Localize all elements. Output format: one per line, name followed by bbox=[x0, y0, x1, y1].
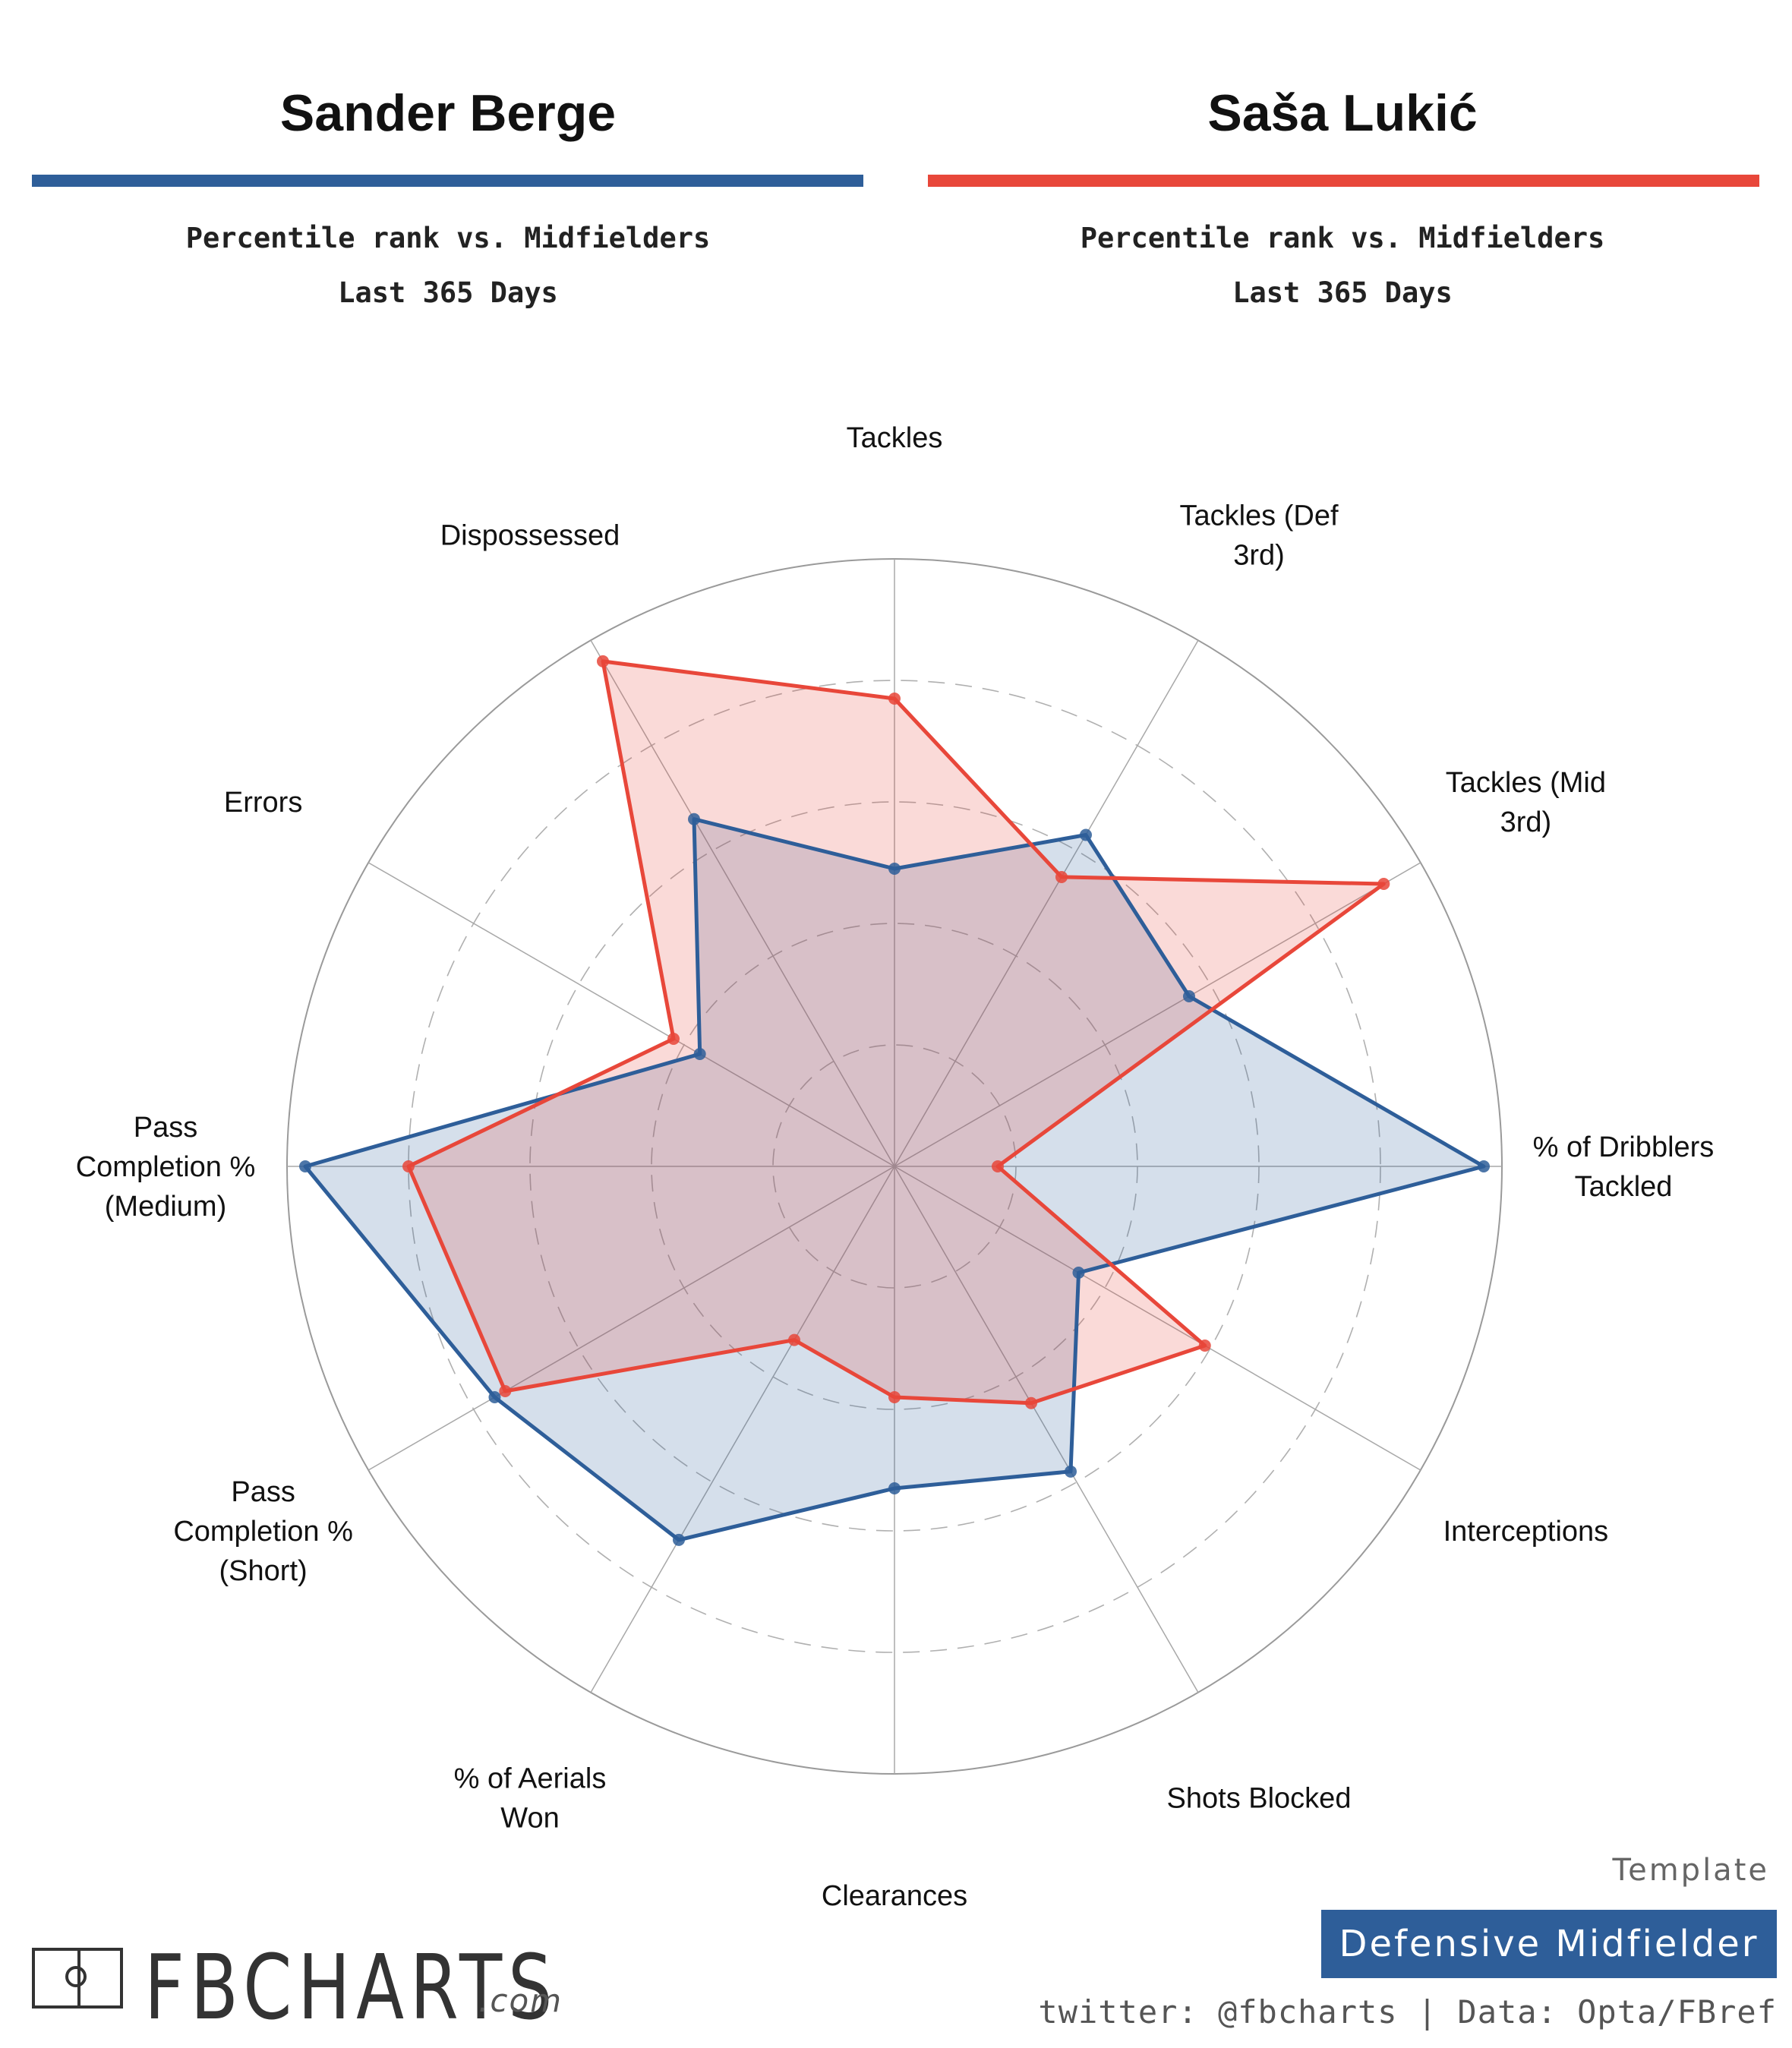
series-point-1-1 bbox=[1055, 870, 1068, 883]
series-point-1-3 bbox=[992, 1160, 1004, 1172]
axis-label-8: Pass Completion % (Short) bbox=[173, 1476, 353, 1587]
radar-spoke bbox=[894, 639, 1199, 1167]
series-point-0-7 bbox=[673, 1533, 685, 1546]
series-point-0-11 bbox=[688, 813, 700, 825]
left-player-period: Last 365 Days bbox=[338, 276, 558, 309]
axis-label-4: Interceptions bbox=[1443, 1516, 1609, 1548]
series-point-0-2 bbox=[1182, 990, 1195, 1002]
right-player-subtitle: Percentile rank vs. Midfielders bbox=[1080, 222, 1605, 254]
radar-axis-labels: Tackles Tackles (Def 3rd) Tackles (Mid 3rd)%… bbox=[76, 422, 1715, 1912]
axis-label-11: Dispossessed bbox=[440, 520, 620, 552]
left-player-subtitle: Percentile rank vs. Midfielders bbox=[185, 222, 711, 254]
template-label: Template bbox=[1612, 1853, 1769, 1888]
series-point-1-9 bbox=[402, 1160, 415, 1172]
series-point-0-0 bbox=[888, 863, 901, 875]
series-point-0-10 bbox=[693, 1048, 706, 1060]
axis-label-6: Clearances bbox=[822, 1880, 967, 1912]
series-point-1-11 bbox=[597, 655, 609, 667]
axis-label-1: Tackles (Def 3rd) bbox=[1179, 500, 1338, 572]
radar-spoke bbox=[894, 1166, 1199, 1693]
credit-text: twitter: @fbcharts | Data: Opta/FBref bbox=[1038, 1993, 1777, 2031]
series-point-1-7 bbox=[788, 1333, 800, 1346]
radar-spoke bbox=[590, 1166, 895, 1693]
left-player-color-bar bbox=[32, 175, 863, 187]
left-player-name: Sander Berge bbox=[279, 84, 617, 142]
axis-label-2: Tackles (Mid 3rd) bbox=[1446, 767, 1606, 838]
radar-spoke bbox=[368, 1166, 895, 1471]
series-point-0-5 bbox=[1065, 1465, 1077, 1478]
radar-series bbox=[299, 655, 1490, 1546]
fbcharts-logo-text: FBCHARTS bbox=[144, 1935, 559, 2040]
axis-label-0: Tackles bbox=[847, 422, 943, 454]
series-point-1-4 bbox=[1198, 1340, 1211, 1352]
series-point-1-0 bbox=[888, 693, 901, 705]
series-point-0-8 bbox=[488, 1391, 501, 1403]
axis-label-10: Errors bbox=[224, 787, 302, 819]
axis-label-3: % of Dribblers Tackled bbox=[1533, 1131, 1715, 1203]
axis-label-7: % of Aerials Won bbox=[454, 1762, 607, 1834]
radar-spoke bbox=[894, 862, 1421, 1167]
series-point-0-9 bbox=[299, 1160, 311, 1172]
series-point-0-3 bbox=[1478, 1160, 1490, 1172]
series-point-1-10 bbox=[667, 1033, 680, 1045]
series-area-1 bbox=[409, 661, 1384, 1403]
radar-spoke bbox=[894, 1166, 1421, 1471]
radar-spoke bbox=[368, 862, 895, 1167]
fbcharts-logo-suffix: .com bbox=[478, 1982, 563, 2019]
series-point-1-6 bbox=[888, 1391, 901, 1403]
right-player-period: Last 365 Days bbox=[1232, 276, 1453, 309]
series-point-0-4 bbox=[1072, 1267, 1085, 1279]
template-badge: Defensive Midfielder bbox=[1321, 1910, 1777, 1978]
pitch-logo-icon bbox=[32, 1948, 123, 2009]
right-player-name: Saša Lukić bbox=[1207, 84, 1478, 142]
series-point-0-1 bbox=[1080, 828, 1092, 841]
series-point-1-8 bbox=[499, 1385, 512, 1397]
series-point-1-5 bbox=[1025, 1396, 1037, 1409]
axis-label-9: Pass Completion % (Medium) bbox=[76, 1112, 256, 1223]
axis-label-5: Shots Blocked bbox=[1167, 1782, 1352, 1814]
series-point-1-2 bbox=[1377, 878, 1390, 890]
right-player-color-bar bbox=[928, 175, 1759, 187]
series-point-0-6 bbox=[888, 1482, 901, 1494]
radar-spoke bbox=[590, 639, 895, 1167]
